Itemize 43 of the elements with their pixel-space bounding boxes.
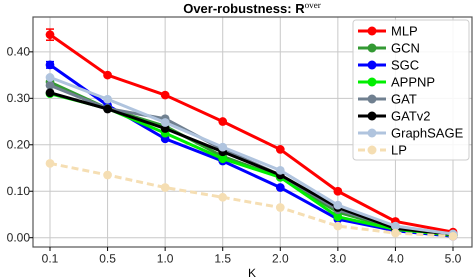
x-tick-label: 0.5 (99, 252, 116, 266)
y-tick-label: 0.00 (6, 230, 30, 245)
x-tick-label: 2.0 (272, 252, 289, 266)
point (333, 186, 342, 196)
legend-label: GraphSAGE (391, 126, 464, 140)
point (103, 70, 112, 80)
x-tick-label: 1.5 (214, 252, 232, 266)
point (46, 80, 54, 90)
y-tick-label: 0.40 (6, 44, 30, 59)
point (218, 192, 228, 202)
point (103, 170, 112, 180)
point (276, 166, 285, 175)
point (103, 94, 112, 104)
legend-label: GCN (391, 40, 420, 56)
x-tick-label: 5.0 (444, 252, 462, 266)
point (160, 118, 170, 127)
legend-label: GATv2 (391, 108, 430, 124)
x-axis-title: K (248, 266, 256, 280)
x-tick-label: 0.1 (42, 252, 59, 266)
y-tick-label: 0.30 (6, 91, 30, 106)
point (46, 159, 54, 168)
legend-label: APPNP (391, 74, 436, 90)
point (333, 222, 342, 230)
x-tick-label: 3.0 (330, 252, 347, 266)
legend-label: MLP (391, 24, 418, 38)
point (276, 183, 285, 192)
chart-title: Over-robustness: R$^{over}$ (183, 0, 321, 16)
point (218, 142, 228, 152)
legend-label: GAT (391, 92, 417, 106)
point (276, 203, 285, 212)
point (46, 73, 54, 82)
y-tick-label: 0.10 (6, 184, 30, 198)
point (218, 117, 228, 126)
point (160, 183, 170, 192)
point (276, 145, 285, 154)
point (333, 200, 342, 210)
legend-label: SGC (391, 58, 420, 72)
x-tick-label: 1.0 (156, 252, 174, 266)
y-tick-label: 0.20 (6, 138, 30, 152)
point (391, 228, 400, 238)
point (160, 90, 170, 100)
x-tick-label: 4.0 (387, 252, 404, 266)
legend-label: LP (391, 142, 407, 158)
